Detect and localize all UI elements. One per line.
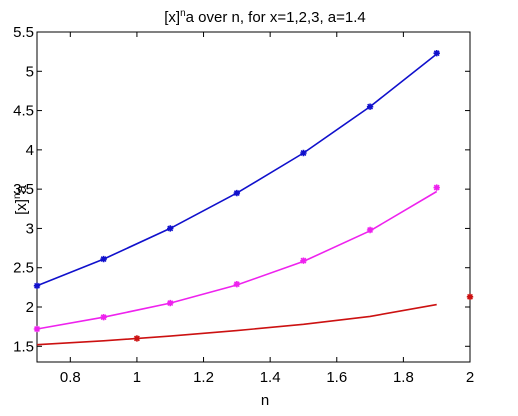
data-point-marker — [433, 184, 440, 191]
y-tick-label: 2.5 — [13, 260, 34, 277]
data-point-marker — [33, 325, 41, 333]
y-tick-label: 3.5 — [13, 181, 34, 198]
data-point-marker — [33, 282, 41, 289]
x-tick-label: 1.4 — [260, 369, 281, 386]
x-axis-label: n — [261, 392, 269, 409]
series-layer — [33, 50, 474, 346]
x-tick-label: 0.8 — [60, 369, 81, 386]
y-tick-label: 2 — [26, 299, 34, 316]
y-axis-ticks: 1.5 2 2.5 3 3.5 4 4.5 5 5.5 — [13, 24, 470, 355]
y-axis-label: [x]na — [12, 184, 30, 214]
x-axis-ticks: 0.8 1 1.2 1.4 1.6 1.8 2 — [60, 32, 474, 386]
x-tick-label: 2 — [466, 369, 474, 386]
y-tick-label: 4.5 — [13, 103, 34, 120]
y-tick-label: 4 — [26, 142, 34, 159]
data-point-marker — [233, 189, 241, 197]
data-point-marker — [167, 225, 174, 232]
data-point-marker — [233, 281, 241, 288]
data-point-marker — [167, 299, 174, 307]
series-1 — [33, 50, 440, 289]
plot-area: 0.8 1 1.2 1.4 1.6 1.8 2 1.5 2 2.5 3 3.5 4 4.5 5 5.5 — [13, 24, 474, 386]
data-point-marker — [300, 149, 307, 157]
data-point-marker — [100, 255, 107, 263]
series-2 — [33, 184, 440, 333]
x-tick-label: 1 — [133, 369, 141, 386]
data-point-marker — [433, 50, 440, 57]
x-tick-label: 1.6 — [326, 369, 347, 386]
x-tick-label: 1.2 — [193, 369, 214, 386]
x-tick-label: 1.8 — [393, 369, 414, 386]
data-point-marker — [366, 103, 374, 110]
axes-box — [36, 31, 471, 363]
y-tick-label: 1.5 — [13, 338, 34, 355]
data-point-marker — [366, 226, 374, 234]
chart-title: [x]na over n, for x=1,2,3, a=1.4 — [164, 8, 366, 26]
y-tick-label: 3 — [26, 220, 34, 237]
y-tick-label: 5 — [26, 63, 34, 80]
data-point-marker — [100, 314, 107, 321]
y-tick-label: 5.5 — [13, 24, 34, 41]
data-point-marker — [466, 293, 474, 300]
data-point-marker — [300, 257, 307, 264]
series-3 — [36, 293, 474, 346]
data-point-marker — [133, 335, 141, 342]
series-line — [36, 303, 437, 346]
